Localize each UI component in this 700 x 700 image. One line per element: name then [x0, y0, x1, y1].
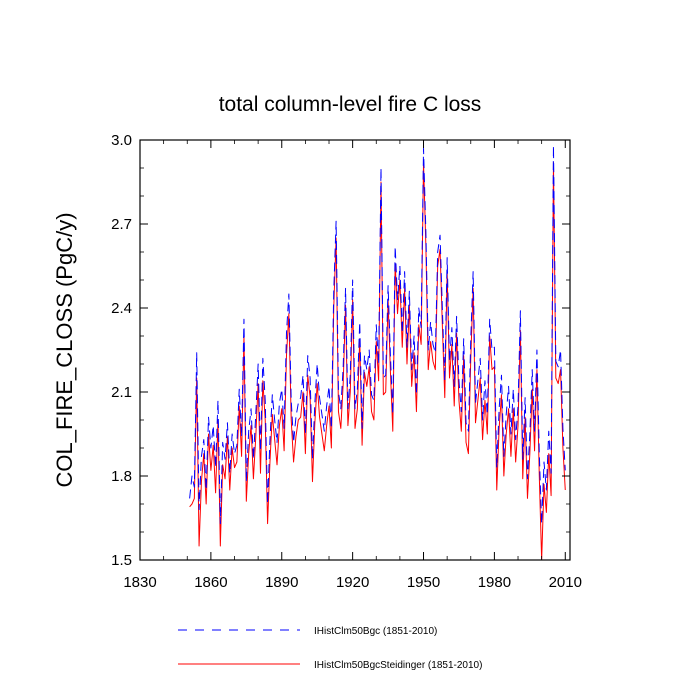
x-tick-label: 1890 — [265, 574, 298, 591]
x-tick-label: 1830 — [123, 574, 156, 591]
series-line-0 — [189, 145, 566, 525]
y-tick-label: 2.1 — [111, 384, 132, 401]
x-tick-label: 2010 — [549, 574, 582, 591]
plot-lines — [189, 145, 566, 561]
chart-title: total column-level fire C loss — [219, 93, 482, 116]
y-tick-label: 1.5 — [111, 552, 132, 569]
legend-label-0: IHistClm50Bgc (1851-2010) — [314, 626, 437, 637]
x-tick-label: 1950 — [407, 574, 440, 591]
legend: IHistClm50Bgc (1851-2010) IHistClm50BgcSt… — [178, 626, 482, 671]
x-axis: 1830 1860 1890 1920 1950 1980 2010 — [123, 140, 582, 591]
y-tick-label: 2.4 — [111, 300, 132, 317]
y-axis: 1.5 1.8 2.1 2.4 2.7 3.0 — [111, 132, 570, 569]
legend-label-1: IHistClm50BgcSteidinger (1851-2010) — [314, 660, 482, 671]
y-tick-label: 3.0 — [111, 132, 132, 149]
plot-frame — [139, 139, 571, 561]
x-tick-label: 1980 — [478, 574, 511, 591]
x-tick-label: 1860 — [194, 574, 227, 591]
series-line-1 — [189, 161, 566, 561]
y-tick-label: 1.8 — [111, 468, 132, 485]
y-axis-label: COL_FIRE_CLOSS (PgC/y) — [52, 212, 77, 487]
y-tick-label: 2.7 — [111, 216, 132, 233]
x-tick-label: 1920 — [336, 574, 369, 591]
